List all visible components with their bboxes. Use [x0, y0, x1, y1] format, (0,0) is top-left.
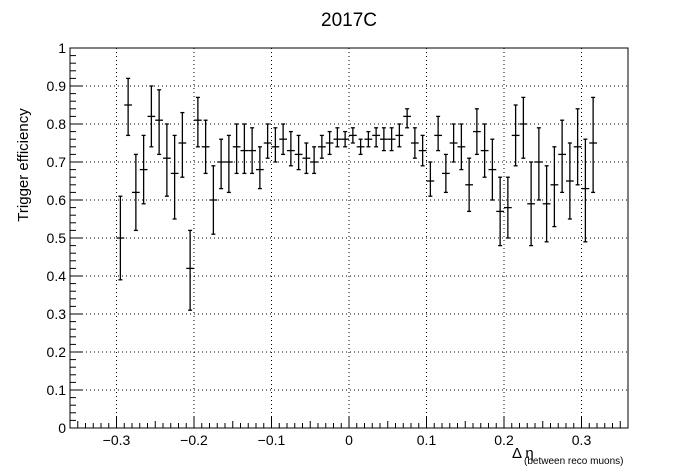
x-axis-label-sub: (between reco muons) — [524, 456, 624, 467]
y-tick-labels: 0 0.1 0.2 0.3 0.4 0.5 0.6 0.7 0.8 0.9 1 — [47, 40, 67, 436]
y-tick-label: 0.8 — [47, 116, 67, 132]
y-tick-label: 0 — [58, 420, 66, 436]
y-tick-label: 1 — [58, 40, 66, 56]
grid — [70, 48, 628, 428]
axis-ticks — [69, 47, 629, 429]
data-point — [217, 138, 225, 190]
y-axis-label: Trigger efficiency — [15, 108, 32, 222]
data-point — [403, 108, 411, 129]
data-point — [287, 130, 295, 167]
x-tick-label: −0.1 — [258, 432, 286, 448]
y-tick-label: 0.6 — [47, 192, 67, 208]
data-point — [488, 138, 497, 201]
data-point — [442, 153, 450, 194]
data-point — [372, 127, 380, 148]
data-point — [279, 123, 287, 156]
data-point — [434, 115, 442, 152]
data-point — [418, 134, 427, 167]
y-tick-label: 0.3 — [47, 306, 67, 322]
x-tick-label: 0.2 — [494, 432, 514, 448]
data-point — [349, 127, 357, 144]
data-point — [232, 123, 241, 175]
data-point — [256, 146, 264, 190]
data-point — [201, 119, 210, 175]
data-point — [302, 142, 311, 175]
y-tick-label: 0.1 — [47, 382, 67, 398]
data-points — [116, 77, 597, 311]
data-point — [395, 123, 404, 148]
data-point — [310, 146, 318, 175]
data-point — [449, 123, 458, 163]
data-point — [457, 123, 466, 171]
chart-title: 2017C — [321, 10, 377, 31]
plot-frame — [69, 47, 629, 429]
data-point — [178, 111, 187, 178]
data-point — [194, 96, 202, 148]
x-tick-label: 0.1 — [417, 432, 437, 448]
data-point — [170, 134, 179, 220]
data-point — [511, 104, 520, 167]
y-tick-label: 0.2 — [47, 344, 67, 360]
data-point — [387, 127, 396, 152]
data-point — [356, 138, 365, 156]
data-point — [240, 123, 249, 175]
data-point — [163, 123, 171, 197]
data-point — [542, 165, 551, 243]
data-point — [573, 108, 582, 186]
data-point — [341, 130, 349, 148]
data-point — [473, 108, 481, 156]
data-point — [550, 146, 559, 228]
x-tick-label: 0 — [345, 432, 353, 448]
data-point — [294, 134, 303, 171]
data-point — [411, 127, 419, 159]
data-point — [147, 85, 156, 148]
data-point — [263, 123, 272, 159]
data-point — [380, 127, 388, 152]
data-point — [535, 127, 543, 201]
data-point — [333, 127, 342, 148]
x-tick-label: 0.3 — [572, 432, 592, 448]
data-point — [496, 176, 504, 247]
data-point — [519, 96, 528, 159]
data-point — [124, 77, 132, 137]
data-point — [566, 142, 574, 220]
data-point — [209, 165, 218, 235]
x-tick-labels: −0.3 −0.2 −0.1 0 0.1 0.2 0.3 — [103, 432, 592, 448]
data-point — [271, 127, 280, 163]
y-tick-label: 0.9 — [47, 78, 67, 94]
data-point — [248, 127, 256, 175]
x-tick-label: −0.2 — [180, 432, 208, 448]
data-point — [186, 229, 194, 311]
data-point — [364, 130, 373, 148]
data-point — [558, 119, 566, 194]
data-point — [116, 195, 125, 281]
data-point — [139, 134, 148, 205]
data-point — [465, 157, 473, 213]
y-tick-label: 0.7 — [47, 154, 67, 170]
x-axis-label: Δ η — [512, 445, 534, 462]
y-tick-label: 0.5 — [47, 230, 67, 246]
y-tick-label: 0.4 — [47, 268, 67, 284]
data-point — [589, 96, 597, 194]
data-point — [504, 176, 512, 239]
data-point — [155, 89, 163, 156]
data-point — [318, 134, 326, 159]
data-point — [480, 123, 489, 178]
data-point — [581, 138, 590, 243]
data-point — [132, 153, 140, 232]
data-point — [426, 161, 435, 197]
data-point — [325, 130, 334, 156]
data-point — [527, 161, 535, 247]
data-point — [225, 134, 233, 194]
x-tick-label: −0.3 — [103, 432, 131, 448]
